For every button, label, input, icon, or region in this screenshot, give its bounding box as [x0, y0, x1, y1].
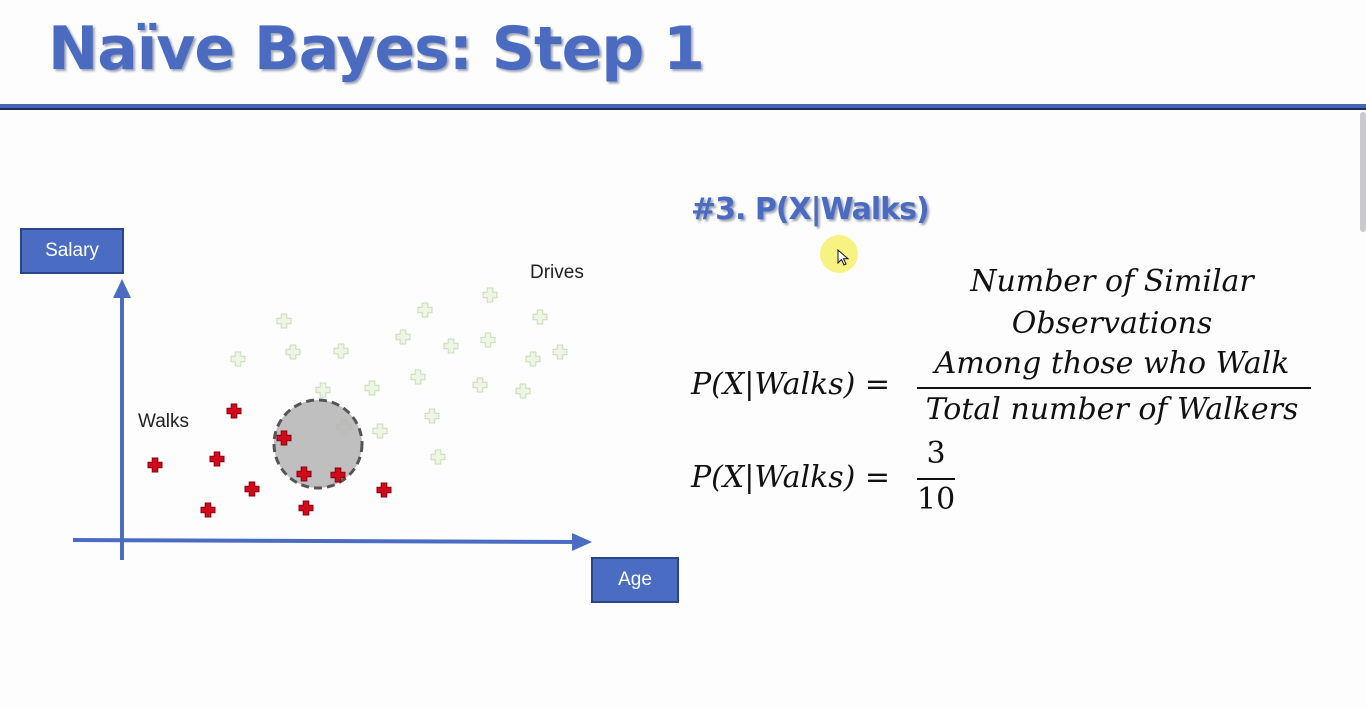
- similarity-circle: [272, 398, 364, 490]
- drives-point: [285, 344, 301, 360]
- drives-point: [482, 287, 498, 303]
- axes: [72, 279, 592, 560]
- scrollbar[interactable]: [1360, 112, 1366, 232]
- fraction-bar: [917, 387, 1311, 389]
- drives-point: [424, 408, 440, 424]
- drives-point: [276, 313, 292, 329]
- slide-title: Naïve Bayes: Step 1: [48, 14, 705, 84]
- drives-point: [364, 380, 380, 396]
- result-denominator: 10: [917, 482, 956, 517]
- walks-point: [298, 500, 314, 516]
- x-axis-arrowhead: [572, 533, 592, 551]
- drives-point: [525, 351, 541, 367]
- walks-point: [296, 466, 312, 482]
- step-heading: #3. P(X|Walks): [691, 192, 930, 227]
- walks-point: [147, 457, 163, 473]
- drives-point: [532, 309, 548, 325]
- y-axis-arrowhead: [113, 279, 131, 298]
- result-numerator: 3: [926, 436, 946, 471]
- numerator-line-1: Number of Similar: [970, 264, 1254, 299]
- walks-point: [209, 451, 225, 467]
- denominator: Total number of Walkers: [925, 392, 1299, 427]
- drives-points: [230, 287, 568, 465]
- drives-point: [372, 423, 388, 439]
- walks-point: [330, 467, 346, 483]
- drives-point: [315, 382, 331, 398]
- x-axis: [72, 538, 579, 544]
- walks-point: [276, 430, 292, 446]
- walks-point: [200, 502, 216, 518]
- drives-point: [230, 351, 246, 367]
- drives-point: [333, 343, 349, 359]
- drives-point: [443, 338, 459, 354]
- drives-point: [430, 449, 446, 465]
- walks-points: [147, 403, 392, 518]
- scatter-plot: [72, 279, 592, 560]
- walks-point: [376, 482, 392, 498]
- numerator-line-2: Observations: [1011, 306, 1213, 341]
- drives-point: [395, 329, 411, 345]
- drives-point: [515, 383, 531, 399]
- drives-group-label: Drives: [530, 262, 584, 283]
- formula-lhs: P(X|Walks) =: [691, 367, 891, 402]
- drives-point: [480, 332, 496, 348]
- drives-point: [552, 344, 568, 360]
- result-lhs: P(X|Walks) =: [691, 460, 891, 495]
- title-divider: [0, 104, 1366, 110]
- walks-point: [244, 481, 260, 497]
- drives-point: [417, 302, 433, 318]
- walks-group-label: Walks: [138, 411, 190, 432]
- walks-point: [226, 403, 242, 419]
- drives-point: [410, 369, 426, 385]
- salary-axis-label: Salary: [20, 228, 124, 274]
- result-fraction-bar: [917, 478, 955, 480]
- cursor-icon: [837, 249, 850, 266]
- drives-point: [472, 377, 488, 393]
- numerator-line-3: Among those who Walk: [934, 346, 1290, 381]
- age-axis-label: Age: [591, 557, 679, 603]
